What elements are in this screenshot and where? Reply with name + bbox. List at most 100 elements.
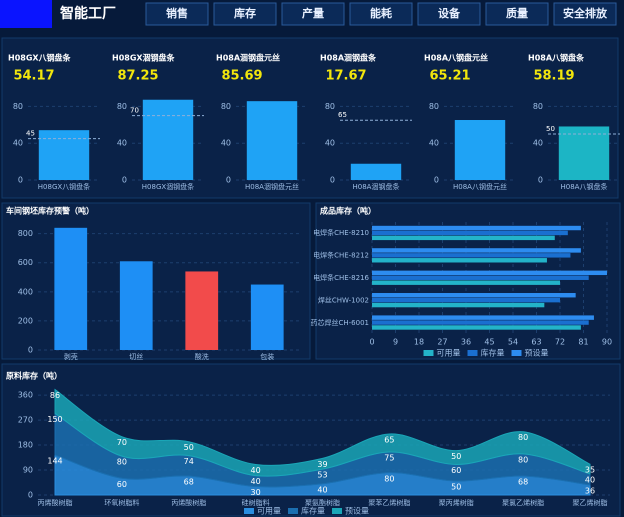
nav-label[interactable]: 设备: [438, 6, 461, 20]
y-tick-label: 0: [28, 346, 33, 355]
bar: [372, 248, 581, 253]
x-tick-label: H08A涸钢盘条: [353, 182, 400, 191]
data-label: 40: [317, 485, 327, 494]
x-tick-label: H08GX八钢盘条: [38, 182, 90, 191]
y-tick-label: 0: [434, 176, 439, 185]
x-tick-label: 27: [437, 338, 447, 347]
y-tick-label: 40: [117, 139, 127, 148]
x-tick-label: 切丝: [129, 352, 143, 361]
y-tick-label: 40: [429, 139, 439, 148]
bar: [372, 253, 571, 258]
nav-label[interactable]: 销售: [166, 6, 188, 20]
data-label: 53: [317, 471, 327, 480]
bar: [372, 225, 581, 231]
kpi-value: 54.17: [13, 69, 54, 84]
y-tick-label: 电焊条CHE-8210: [313, 228, 369, 237]
legend-label: 可用量: [257, 507, 281, 516]
data-label: 60: [451, 466, 461, 475]
y-tick-label: 80: [13, 102, 23, 111]
data-label: 50: [184, 443, 194, 452]
bar: [558, 126, 610, 180]
x-tick-label: H08A八钢盘元丝: [453, 182, 507, 191]
nav-label[interactable]: 能耗: [370, 6, 392, 20]
x-tick-label: 聚苯乙烯树脂: [368, 498, 410, 507]
bar: [372, 320, 589, 325]
x-tick-label: 聚丙烯树脂: [439, 498, 474, 507]
nav-label[interactable]: 安全排放: [563, 6, 608, 20]
nav-button[interactable]: [281, 2, 345, 26]
y-tick-label: 电焊条CHE-8212: [313, 251, 369, 260]
x-tick-label: 剥壳: [64, 352, 78, 361]
data-label: 68: [518, 478, 528, 487]
chart-title: H08A涸钢盘元丝: [216, 53, 280, 63]
chart-title: H08A八钢盘条: [528, 53, 585, 63]
kpi-value: 87.25: [117, 69, 158, 84]
x-tick-label: 包装: [260, 352, 274, 361]
data-label: 150: [47, 415, 62, 424]
legend-swatch: [288, 508, 298, 514]
y-tick-label: 药芯焊丝CH-6001: [311, 318, 370, 327]
y-tick-label: 400: [18, 287, 33, 296]
bar: [350, 163, 402, 180]
chart-title: 原料库存（吨）: [6, 371, 62, 381]
x-tick-label: 45: [484, 338, 494, 347]
chart-title: H08A八钢盘元丝: [424, 53, 488, 63]
data-label: 68: [184, 478, 194, 487]
bar: [54, 227, 88, 350]
y-tick-label: 270: [18, 416, 33, 425]
nav-button[interactable]: [213, 2, 277, 26]
legend-swatch: [423, 350, 434, 356]
data-label: 40: [251, 477, 261, 486]
data-label: 35: [585, 466, 595, 475]
y-tick-label: 80: [429, 102, 439, 111]
bar: [250, 284, 284, 350]
kpi-value: 58.19: [533, 69, 574, 84]
data-label: 36: [585, 487, 595, 496]
x-tick-label: 9: [393, 338, 398, 347]
kpi-value: 85.69: [221, 69, 262, 84]
y-tick-label: 40: [221, 139, 231, 148]
data-label: 86: [50, 391, 60, 400]
bar: [185, 271, 219, 350]
bar: [246, 101, 298, 180]
nav-button[interactable]: [485, 2, 549, 26]
nav-button[interactable]: [553, 2, 617, 26]
y-tick-label: 90: [23, 466, 33, 475]
bar: [454, 120, 506, 180]
nav-label[interactable]: 产量: [302, 6, 324, 20]
x-tick-label: H08A八钢盘条: [561, 182, 608, 191]
nav-label[interactable]: 质量: [506, 6, 528, 20]
kpi-value: 65.21: [429, 69, 470, 84]
x-tick-label: 聚乙烯树脂: [573, 498, 608, 507]
legend-label: 可用量: [437, 349, 461, 358]
data-label: 80: [518, 455, 528, 464]
legend-label: 库存量: [481, 348, 505, 358]
y-tick-label: 600: [18, 258, 33, 267]
legend-swatch: [332, 508, 342, 514]
x-tick-label: H08A涸钢盘元丝: [245, 182, 299, 191]
data-label: 40: [251, 466, 261, 475]
mark-line-label: 45: [26, 130, 35, 138]
data-label: 65: [384, 435, 394, 444]
x-tick-label: 丙烯酸树脂: [38, 498, 73, 507]
bar: [372, 293, 576, 298]
nav-button[interactable]: [349, 2, 413, 26]
y-tick-label: 180: [18, 441, 33, 450]
nav-button[interactable]: [145, 2, 209, 26]
x-tick-label: 72: [555, 338, 565, 347]
x-tick-label: 丙烯酸树脂: [171, 498, 206, 507]
data-label: 30: [251, 488, 261, 497]
y-tick-label: 80: [221, 102, 231, 111]
x-tick-label: H08GX涸钢盘条: [142, 182, 194, 191]
nav-label[interactable]: 库存: [234, 6, 256, 20]
y-tick-label: 40: [533, 139, 543, 148]
mark-line-label: 65: [338, 111, 347, 119]
chart-title: 车间钢坯库存预警（吨）: [6, 206, 94, 216]
data-label: 50: [451, 483, 461, 492]
data-label: 74: [184, 457, 194, 466]
y-tick-label: 40: [325, 139, 335, 148]
y-tick-label: 0: [226, 176, 231, 185]
nav-button[interactable]: [417, 2, 481, 26]
bar: [372, 258, 547, 263]
